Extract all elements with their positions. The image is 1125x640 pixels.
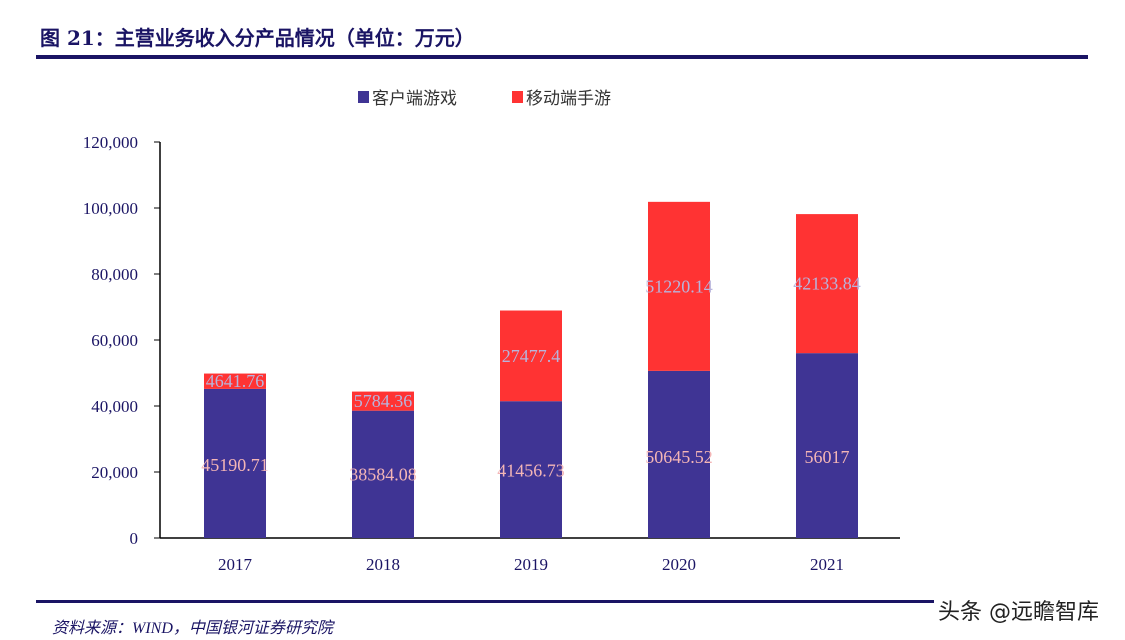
y-tick-label: 120,000	[83, 133, 138, 152]
data-label: 42133.84	[793, 274, 861, 294]
x-tick-label: 2018	[366, 555, 400, 574]
x-tick-label: 2021	[810, 555, 844, 574]
x-tick-label: 2020	[662, 555, 696, 574]
y-tick-label: 0	[130, 529, 139, 548]
bar-segment	[352, 391, 414, 411]
watermark: 头条 @远瞻智库	[934, 594, 1103, 626]
y-tick-label: 20,000	[91, 463, 138, 482]
data-label: 41456.73	[497, 460, 565, 480]
legend-swatch	[512, 91, 523, 103]
footer-rule	[36, 600, 1088, 603]
bar-segment	[204, 373, 266, 389]
data-label: 51220.14	[645, 276, 713, 296]
data-label: 56017	[805, 447, 850, 467]
x-tick-label: 2017	[218, 555, 253, 574]
data-label: 50645.52	[645, 447, 713, 467]
data-label: 4641.76	[206, 371, 265, 391]
y-tick-label: 60,000	[91, 331, 138, 350]
y-tick-label: 80,000	[91, 265, 138, 284]
data-label: 38584.08	[349, 465, 417, 485]
bar-segment	[796, 353, 858, 538]
y-tick-label: 100,000	[83, 199, 138, 218]
bar-segment	[352, 410, 414, 538]
y-tick-label: 40,000	[91, 397, 138, 416]
title-rule	[36, 55, 1088, 59]
figure-title: 图 21：主营业务收入分产品情况（单位：万元）	[40, 26, 475, 50]
bar-segment	[648, 370, 710, 538]
legend-swatch	[358, 91, 369, 103]
data-label: 27477.4	[502, 346, 561, 366]
bar-segment	[500, 401, 562, 538]
legend-label: 客户端游戏	[372, 89, 457, 109]
bar-segment	[500, 310, 562, 402]
data-label: 45190.71	[201, 455, 269, 475]
bar-segment	[648, 201, 710, 371]
bar-segment	[796, 214, 858, 354]
bar-segment	[204, 388, 266, 538]
data-label: 5784.36	[354, 391, 413, 411]
x-tick-label: 2019	[514, 555, 548, 574]
legend-label: 移动端手游	[526, 89, 611, 109]
source-note: 资料来源：WIND，中国银河证券研究院	[52, 620, 333, 637]
